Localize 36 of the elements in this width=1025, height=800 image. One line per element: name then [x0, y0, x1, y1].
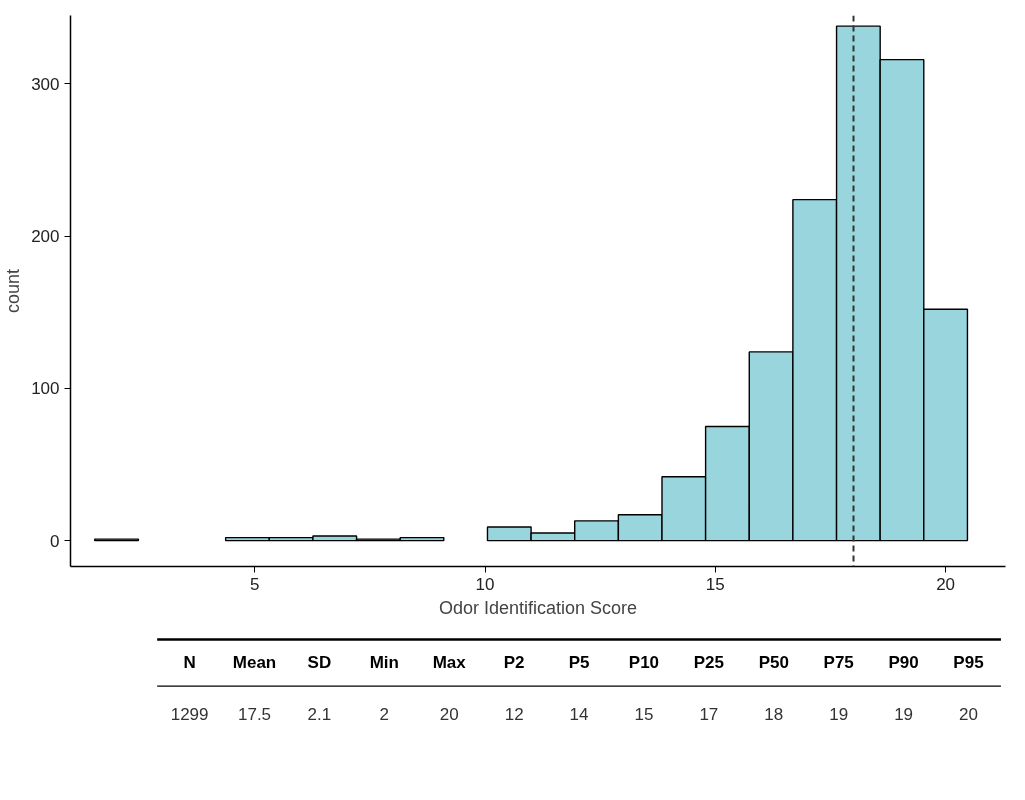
text: P95: [953, 653, 984, 673]
text: 15: [634, 705, 654, 725]
text: 18: [764, 705, 784, 725]
x-tick-label: 15: [705, 574, 725, 594]
text: P2: [503, 653, 525, 673]
text: 19: [894, 705, 914, 725]
y-axis-title: count: [3, 268, 24, 314]
text: Mean: [232, 653, 277, 673]
y-tick-label: 200: [31, 227, 60, 247]
text: P75: [823, 653, 854, 673]
y-tick-label: 100: [31, 379, 60, 399]
text: 1299: [170, 705, 209, 725]
y-tick-label: 0: [50, 531, 60, 551]
text: Max: [432, 653, 467, 673]
text: 2: [379, 705, 390, 725]
text: SD: [307, 653, 332, 673]
text: 19: [829, 705, 849, 725]
text: P90: [888, 653, 919, 673]
text: P5: [568, 653, 590, 673]
text: 17: [699, 705, 719, 725]
text: 2.1: [307, 705, 332, 725]
text: P50: [758, 653, 789, 673]
text: N: [183, 653, 196, 673]
y-tick-label: 300: [31, 74, 60, 94]
text: 20: [439, 705, 459, 725]
text: P25: [693, 653, 724, 673]
x-axis-title: Odor Identification Score: [438, 597, 638, 618]
text: 17.5: [237, 705, 272, 725]
text: 14: [569, 705, 589, 725]
text: P10: [628, 653, 660, 673]
x-tick-label: 5: [250, 574, 260, 594]
x-tick-label: 10: [475, 574, 495, 594]
text: 20: [959, 705, 978, 725]
text: 12: [504, 705, 524, 725]
x-tick-label: 20: [936, 574, 956, 594]
text: Min: [369, 653, 399, 673]
